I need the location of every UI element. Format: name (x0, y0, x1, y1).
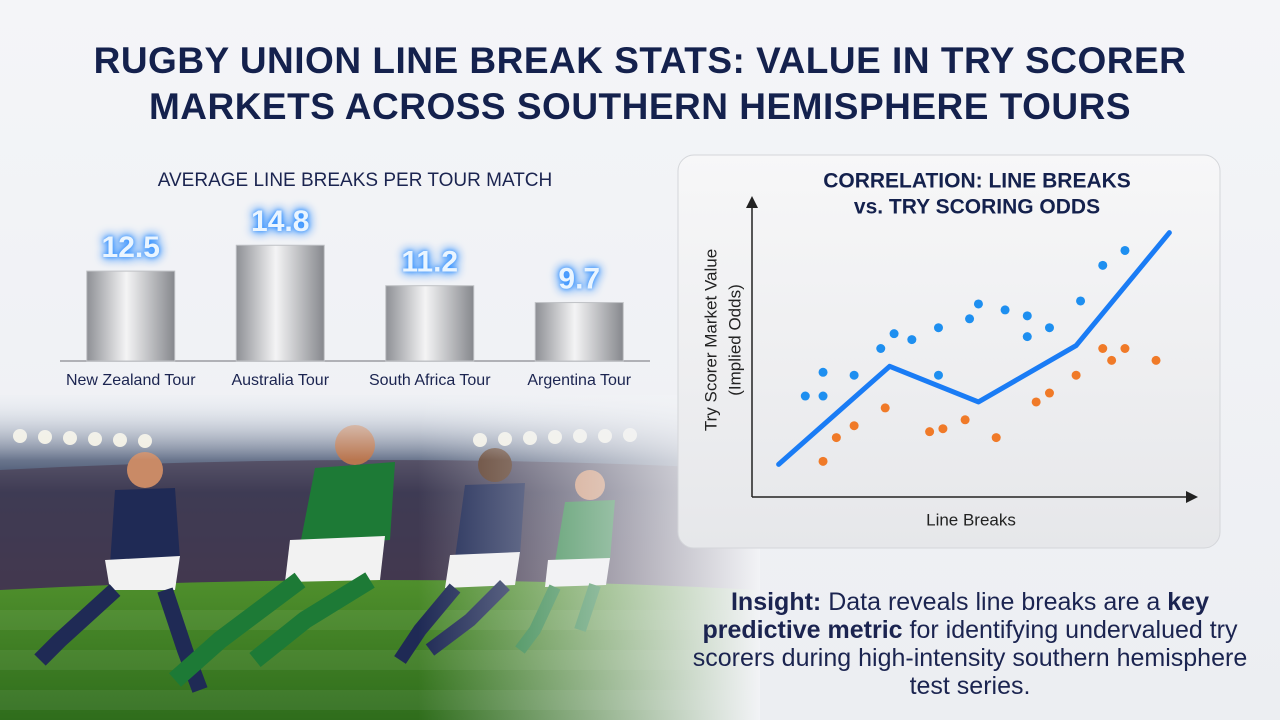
scatter-chart: CORRELATION: LINE BREAKS vs. TRY SCORING… (701, 170, 1198, 529)
scatter-point (1076, 296, 1086, 306)
scatter-title: CORRELATION: LINE BREAKS (823, 170, 1131, 193)
value-label: 9.7 (558, 262, 600, 295)
value-label: 12.5 (102, 231, 160, 264)
scatter-point (1031, 397, 1041, 407)
scatter-point (907, 335, 917, 345)
value-label: 11.2 (401, 246, 458, 279)
insight-text: for identifying undervalued try scorers … (692, 616, 1248, 700)
scatter-point (880, 403, 890, 413)
stadium-illustration (0, 395, 760, 720)
scatter-point (1000, 305, 1010, 315)
scatter-point (1120, 344, 1130, 353)
scatter-panel (677, 154, 1221, 549)
x-axis-arrow (1186, 491, 1198, 503)
scatter-point (960, 415, 970, 425)
scatter-point (965, 314, 975, 324)
x-tick-label: Argentina Tour (527, 372, 631, 389)
scatter-point (933, 370, 943, 380)
scatter-point (889, 329, 899, 339)
bar-chart: AVERAGE LINE BREAKS PER TOUR MATCH 12.5 N… (60, 170, 650, 389)
scatter-point (1044, 323, 1054, 333)
scatter-point (818, 391, 828, 401)
scatter-point (1022, 311, 1032, 321)
bar (534, 302, 624, 362)
trend-line (776, 230, 1172, 467)
y-axis-label: Try Scorer Market Value (701, 249, 720, 431)
scatter-point (876, 344, 886, 353)
scatter-point (933, 323, 943, 333)
insight-emphasis: key predictive metric (702, 588, 1209, 644)
scatter-point (1098, 260, 1108, 270)
bar (86, 270, 176, 362)
scatter-point (849, 370, 859, 380)
scatter-title: vs. TRY SCORING ODDS (854, 196, 1100, 219)
scatter-point (818, 456, 828, 466)
scatter-point (1071, 370, 1081, 380)
x-tick-label: New Zealand Tour (66, 372, 196, 389)
scatter-point (925, 427, 935, 437)
bar-chart-title: AVERAGE LINE BREAKS PER TOUR MATCH (158, 170, 553, 191)
scatter-point (800, 391, 810, 401)
x-tick-label: Australia Tour (231, 372, 329, 389)
scatter-point (1044, 388, 1054, 398)
value-label: 14.8 (251, 205, 309, 238)
scatter-point (849, 421, 859, 431)
y-axis-arrow (746, 196, 758, 208)
insight-text: Data reveals line breaks are a (828, 588, 1161, 616)
insight-lead: Insight: (730, 588, 822, 616)
bar (385, 285, 475, 362)
scatter-point (1107, 355, 1117, 365)
x-axis-label: Line Breaks (926, 510, 1016, 529)
scatter-point (1022, 332, 1032, 342)
x-tick-label: South Africa Tour (369, 372, 491, 389)
scatter-point (973, 299, 983, 309)
scatter-point (938, 424, 948, 434)
scatter-point (1151, 355, 1161, 365)
scatter-point (1120, 245, 1130, 255)
insight: Insight: Data reveals line breaks are a … (690, 588, 1250, 700)
bar (235, 244, 325, 362)
scatter-point (991, 433, 1001, 443)
y-axis-label: (Implied Odds) (725, 284, 744, 395)
scatter-point (1098, 344, 1108, 353)
scatter-point (818, 367, 828, 377)
scatter-point (831, 433, 841, 443)
main-title: RUGBY UNION LINE BREAK STATS: VALUE IN T… (93, 40, 1187, 127)
